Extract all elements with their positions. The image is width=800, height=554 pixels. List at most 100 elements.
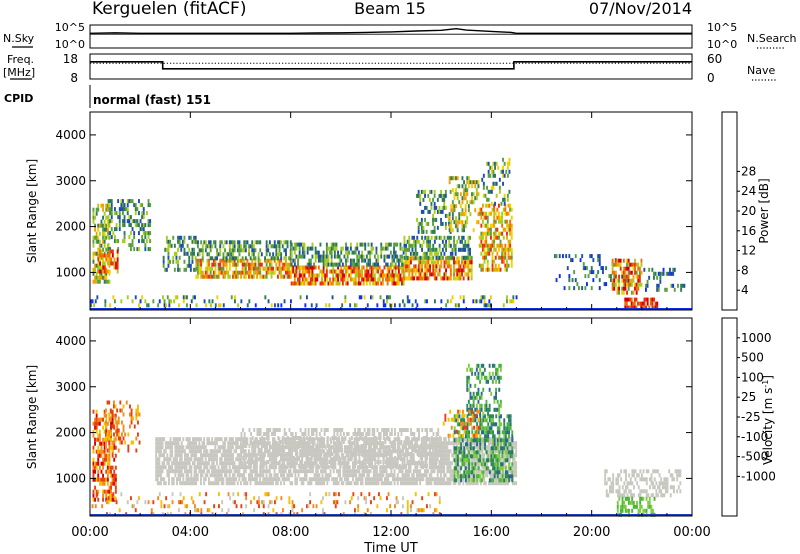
power-cell — [651, 305, 654, 310]
power-cell — [333, 242, 336, 247]
velocity-cell — [94, 441, 96, 446]
power-cell — [380, 242, 383, 247]
power-cell — [640, 262, 643, 267]
power-cell — [335, 246, 338, 251]
power-cell — [411, 303, 414, 308]
velocity-cell — [310, 461, 313, 466]
power-cell — [197, 252, 199, 257]
power-cell — [146, 211, 148, 216]
power-cell — [201, 270, 204, 275]
velocity-cell — [92, 477, 95, 482]
velocity-cell — [106, 465, 109, 470]
power-cell — [492, 173, 495, 178]
power-cell — [491, 243, 494, 248]
power-cell — [438, 247, 441, 252]
velocity-cell — [481, 453, 484, 458]
velocity-cell — [360, 481, 362, 486]
power-cell — [448, 235, 451, 240]
velocity-cell — [449, 441, 452, 446]
power-colorbar-label: 28 — [741, 164, 756, 178]
power-cell — [444, 225, 447, 230]
power-cell — [99, 257, 101, 262]
power-cell — [100, 267, 103, 272]
velocity-cell — [176, 457, 178, 462]
power-cell — [428, 189, 431, 194]
power-cell — [635, 262, 638, 267]
power-cell — [498, 211, 500, 216]
power-cell — [582, 262, 585, 267]
freq-line — [90, 60, 692, 70]
velocity-cell — [318, 453, 321, 458]
velocity-cell — [108, 448, 111, 453]
velocity-cell — [380, 465, 383, 470]
velocity-cell — [363, 469, 366, 474]
velocity-cell — [103, 437, 106, 442]
power-cell — [421, 235, 423, 240]
velocity-cell — [253, 440, 256, 444]
power-cell — [485, 235, 488, 240]
power-cell — [402, 299, 404, 304]
velocity-cell — [294, 441, 297, 446]
power-cell — [461, 224, 464, 229]
power-cell — [467, 264, 470, 269]
power-cell — [343, 273, 346, 278]
velocity-cell — [211, 453, 214, 458]
velocity-cell — [232, 461, 234, 466]
velocity-cell — [230, 481, 233, 486]
velocity-cell — [184, 453, 186, 458]
velocity-cell — [243, 460, 246, 464]
velocity-cell — [105, 453, 108, 458]
velocity-cell — [182, 473, 185, 478]
velocity-cell — [486, 445, 489, 450]
velocity-cell — [95, 421, 98, 426]
velocity-cell — [258, 452, 260, 456]
power-cell — [429, 256, 431, 261]
velocity-cell — [268, 481, 271, 486]
power-cell — [638, 282, 641, 287]
velocity-cell — [344, 449, 346, 454]
velocity-cell — [352, 469, 354, 474]
power-cell — [622, 282, 625, 287]
power-cell — [470, 276, 473, 281]
velocity-cell — [393, 481, 396, 486]
power-cell — [348, 265, 351, 270]
velocity-cell — [224, 461, 226, 466]
power-cell — [389, 265, 392, 270]
velocity-cell — [400, 449, 402, 454]
power-cell — [464, 192, 467, 197]
power-cell — [178, 255, 181, 260]
power-cell — [651, 301, 654, 306]
velocity-cell — [396, 449, 399, 454]
power-cell — [461, 212, 464, 217]
velocity-cell — [92, 429, 95, 434]
power-cell — [377, 262, 379, 267]
power-cell — [238, 258, 241, 263]
velocity-cell — [216, 477, 218, 482]
velocity-cell — [193, 465, 196, 470]
velocity-cell — [329, 457, 332, 462]
velocity-cell — [108, 465, 111, 470]
velocity-cell — [478, 461, 481, 466]
velocity-cell — [268, 469, 271, 474]
velocity-cell — [116, 420, 119, 425]
velocity-cell — [211, 437, 214, 442]
velocity-cell — [376, 477, 378, 482]
power-cell — [193, 235, 195, 240]
velocity-cell — [366, 465, 369, 470]
power-cell — [469, 247, 471, 252]
power-cell — [413, 239, 415, 244]
velocity-cell — [288, 461, 290, 466]
power-cell — [214, 266, 217, 271]
velocity-cell — [432, 453, 434, 458]
power-cell — [321, 254, 323, 259]
power-cell — [498, 247, 500, 252]
velocity-cell — [174, 441, 177, 446]
power-cell — [356, 242, 359, 247]
velocity-cell — [345, 481, 348, 486]
power-cell — [365, 269, 368, 274]
velocity-cell — [220, 465, 223, 470]
power-cell — [614, 270, 617, 275]
velocity-cell — [376, 445, 378, 450]
power-cell — [286, 270, 289, 275]
power-cell — [283, 262, 286, 267]
